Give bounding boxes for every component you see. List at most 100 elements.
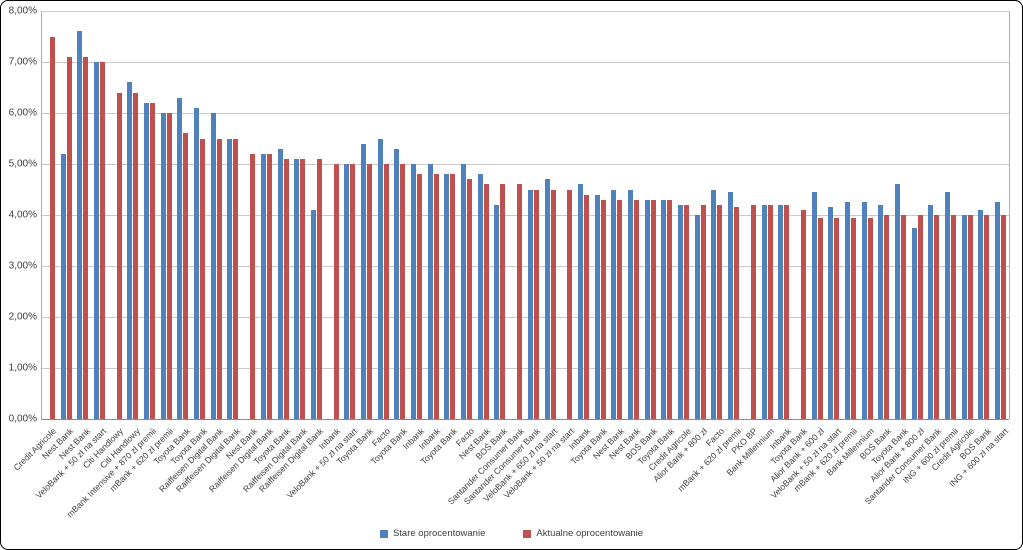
bar-aktualne: [567, 189, 573, 419]
y-tick-label: 4,00%: [8, 209, 37, 221]
bar-stare: [728, 192, 734, 419]
bar-aktualne: [433, 174, 439, 419]
bar-stare: [594, 194, 600, 419]
bar-stare: [828, 207, 834, 419]
bar-stare: [978, 209, 984, 419]
y-tick-label: 1,00%: [8, 362, 37, 374]
bar-aktualne: [366, 164, 372, 419]
legend-stare-swatch-icon: [379, 529, 388, 538]
bar-aktualne: [650, 199, 656, 419]
bar-aktualne: [166, 113, 172, 419]
bar-aktualne: [383, 164, 389, 419]
bar-stare: [210, 113, 216, 419]
bar-stare: [577, 184, 583, 419]
bar-aktualne: [417, 174, 423, 419]
gridline: [41, 164, 1009, 165]
bar-aktualne: [917, 215, 923, 419]
y-axis-line: [41, 11, 42, 419]
bar-aktualne: [633, 199, 639, 419]
bar-aktualne: [834, 217, 840, 419]
gridline: [41, 11, 1009, 12]
bar-stare: [411, 164, 417, 419]
bar-aktualne: [400, 164, 406, 419]
bar-stare: [310, 209, 316, 419]
bar-stare: [160, 113, 166, 419]
bar-aktualne: [233, 138, 239, 419]
legend-aktualne-label: Aktualne oprocentowanie: [536, 528, 644, 539]
bar-aktualne: [984, 215, 990, 419]
y-tick-label: 2,00%: [8, 311, 37, 323]
bar-aktualne: [717, 204, 723, 419]
bar-stare: [678, 204, 684, 419]
bar-stare: [661, 199, 667, 419]
bar-aktualne: [333, 164, 339, 419]
bar-aktualne: [66, 56, 72, 419]
legend-item-stare: Stare oprocentowanie: [379, 528, 485, 539]
bar-aktualne: [200, 138, 206, 419]
bar-aktualne: [901, 215, 907, 419]
bar-stare: [93, 62, 99, 419]
bar-aktualne: [884, 215, 890, 419]
bar-stare: [811, 192, 817, 419]
bar-stare: [627, 189, 633, 419]
bar-aktualne: [784, 204, 790, 419]
bar-aktualne: [817, 217, 823, 419]
bar-aktualne: [517, 184, 523, 419]
y-tick-label: 5,00%: [8, 158, 37, 170]
bar-stare: [227, 138, 233, 419]
bar-aktualne: [800, 209, 806, 419]
bar-stare: [77, 31, 83, 419]
bar-stare: [694, 215, 700, 419]
bar-stare: [945, 192, 951, 419]
bar-aktualne: [533, 189, 539, 419]
bar-aktualne: [600, 199, 606, 419]
bar-aktualne: [934, 215, 940, 419]
bar-stare: [177, 97, 183, 419]
bar-aktualne: [99, 62, 105, 419]
gridline: [41, 317, 1009, 318]
bar-aktualne: [550, 189, 556, 419]
bar-aktualne: [967, 215, 973, 419]
bar-stare: [644, 199, 650, 419]
bar-aktualne: [216, 138, 222, 419]
bar-aktualne: [250, 153, 256, 419]
bar-aktualne: [116, 92, 122, 419]
bar-aktualne: [83, 56, 89, 419]
bar-stare: [260, 153, 266, 419]
bar-aktualne: [750, 204, 756, 419]
gridline: [41, 113, 1009, 114]
y-tick-label: 8,00%: [8, 5, 37, 17]
bar-aktualne: [183, 133, 189, 419]
bar-stare: [127, 82, 133, 419]
bar-aktualne: [734, 207, 740, 419]
bar-stare: [427, 164, 433, 419]
bar-stare: [544, 179, 550, 419]
bar-stare: [394, 148, 400, 419]
bar-aktualne: [684, 204, 690, 419]
x-axis-line: [41, 419, 1009, 420]
bar-stare: [461, 164, 467, 419]
bar-aktualne: [951, 215, 957, 419]
bar-aktualne: [49, 36, 55, 419]
bar-aktualne: [850, 217, 856, 419]
bar-stare: [60, 153, 66, 419]
bar-stare: [194, 107, 200, 419]
bar-stare: [494, 204, 500, 419]
gridline: [41, 266, 1009, 267]
plot-right-edge: [1009, 11, 1010, 419]
bar-stare: [294, 158, 300, 419]
bar-aktualne: [300, 158, 306, 419]
bar-stare: [878, 204, 884, 419]
bar-stare: [928, 204, 934, 419]
bar-aktualne: [133, 92, 139, 419]
bar-stare: [711, 189, 717, 419]
gridline: [41, 62, 1009, 63]
legend-aktualne-swatch-icon: [523, 529, 532, 538]
bar-stare: [444, 174, 450, 419]
gridline: [41, 215, 1009, 216]
bar-stare: [895, 184, 901, 419]
bar-stare: [861, 202, 867, 419]
bar-aktualne: [316, 158, 322, 419]
y-tick-label: 7,00%: [8, 56, 37, 68]
bar-stare: [611, 189, 617, 419]
